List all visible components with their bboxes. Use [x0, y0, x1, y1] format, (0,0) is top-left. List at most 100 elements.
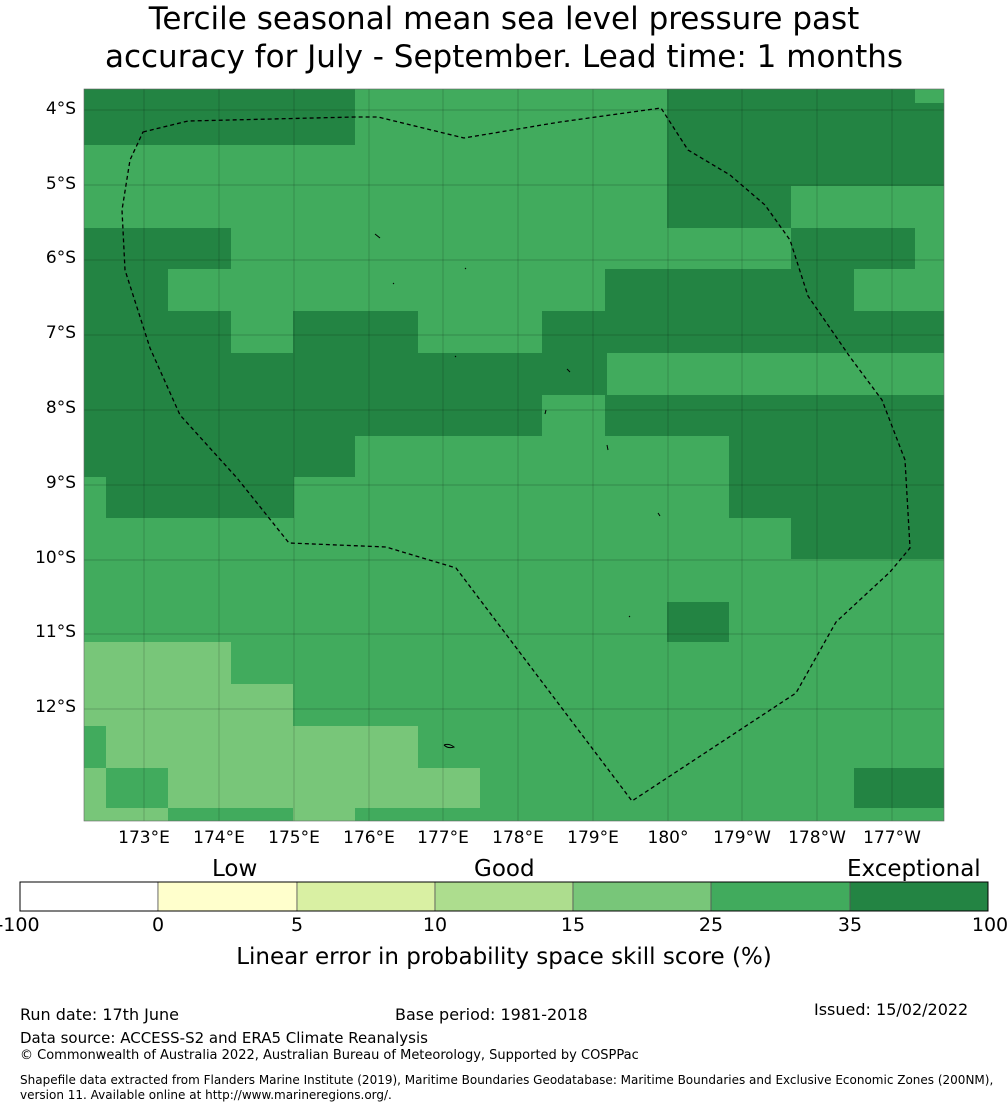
lon-label: 178°W	[788, 828, 846, 848]
lon-label: 173°E	[118, 828, 170, 848]
skill-cell	[667, 103, 944, 186]
skill-cell	[915, 228, 944, 269]
skill-cell	[84, 395, 542, 436]
skill-cell	[84, 311, 231, 353]
skill-cell	[106, 726, 418, 768]
skill-cell	[106, 477, 294, 518]
lat-label: 8°S	[45, 398, 76, 418]
data-source: Data source: ACCESS-S2 and ERA5 Climate …	[20, 1029, 428, 1047]
category-good: Good	[474, 856, 535, 882]
lon-label: 176°E	[343, 828, 395, 848]
colorbar-tick: -100	[0, 914, 40, 936]
island	[374, 233, 381, 239]
lat-label: 10°S	[35, 548, 76, 568]
lat-label: 9°S	[45, 473, 76, 493]
colorbar-tick: 10	[422, 914, 448, 936]
shapefile-credit: Shapefile data extracted from Flanders M…	[20, 1073, 994, 1102]
skill-cell	[791, 186, 944, 228]
skill-cell	[84, 808, 168, 821]
lat-label: 4°S	[45, 99, 76, 119]
title-line-2: accuracy for July - September. Lead time…	[104, 39, 904, 75]
lon-label: 177°W	[863, 828, 921, 848]
lat-label: 6°S	[45, 248, 76, 268]
skill-cell	[84, 103, 355, 145]
lon-label: 178°E	[492, 828, 544, 848]
skill-cell	[293, 311, 418, 353]
island	[566, 368, 571, 373]
lon-label: 174°E	[193, 828, 245, 848]
colorbar-segment	[434, 881, 574, 912]
colorbar-segment	[19, 881, 159, 912]
lat-label: 5°S	[45, 174, 76, 194]
lat-label: 11°S	[35, 622, 76, 642]
skill-cell	[729, 477, 944, 518]
copyright: © Commonwealth of Australia 2022, Austra…	[20, 1048, 639, 1063]
colorbar-segment	[710, 881, 851, 912]
skill-cell	[542, 311, 944, 353]
skill-cell	[106, 768, 168, 808]
skill-cell	[84, 436, 355, 477]
issued-date: Issued: 15/02/2022	[814, 1000, 969, 1019]
colorbar-tick: 25	[698, 914, 724, 936]
skill-cell	[84, 353, 607, 395]
skill-cell	[84, 684, 293, 726]
eez-boundary	[121, 107, 911, 802]
colorbar-segment	[849, 881, 989, 912]
island	[606, 444, 609, 451]
skill-cell	[168, 768, 480, 808]
colorbar-segment	[296, 881, 436, 912]
skill-cell	[293, 808, 355, 821]
islands	[374, 233, 661, 749]
skill-cell	[729, 436, 944, 477]
skill-cell	[667, 186, 791, 228]
island	[454, 355, 457, 358]
lon-label: 179°W	[713, 828, 771, 848]
island	[464, 267, 467, 270]
skill-cell	[84, 768, 106, 808]
skill-cell	[84, 642, 231, 684]
skill-cell	[854, 269, 944, 311]
skill-cell	[667, 602, 729, 642]
lon-label: 175°E	[268, 828, 320, 848]
colorbar	[19, 881, 989, 912]
skill-cell	[791, 228, 915, 269]
lat-label: 12°S	[35, 697, 76, 717]
lat-label: 7°S	[45, 323, 76, 343]
base-period: Base period: 1981-2018	[395, 1005, 588, 1024]
lon-label: 179°E	[567, 828, 619, 848]
title-line-1: Tercile seasonal mean sea level pressure…	[148, 1, 860, 37]
skill-cell	[355, 89, 418, 103]
island	[657, 512, 661, 517]
skill-cell	[84, 269, 168, 311]
map-gridlines	[84, 89, 944, 821]
colorbar-segment	[572, 881, 712, 912]
category-low: Low	[212, 856, 258, 882]
island	[628, 615, 631, 618]
colorbar-tick: 0	[151, 914, 165, 936]
colorbar-tick: 5	[290, 914, 304, 936]
lon-label: 180°	[647, 828, 689, 848]
island	[443, 743, 456, 749]
skill-cell	[791, 518, 944, 559]
colorbar-label: Linear error in probability space skill …	[236, 944, 772, 970]
colorbar-tick: 15	[560, 914, 586, 936]
map-title: Tercile seasonal mean sea level pressure…	[0, 0, 1008, 76]
colorbar-tick: 100	[971, 914, 1008, 936]
skill-cell	[667, 89, 915, 103]
skill-cell	[605, 269, 854, 311]
colorbar-frame	[19, 881, 989, 912]
colorbar-tick: 35	[837, 914, 863, 936]
skill-grid	[84, 89, 944, 821]
island	[544, 409, 547, 415]
colorbar-segment	[157, 881, 298, 912]
skill-cell	[84, 228, 231, 269]
island	[392, 282, 395, 285]
skill-cell	[915, 89, 944, 103]
skill-cell	[854, 768, 944, 808]
map-frame	[83, 88, 945, 822]
lon-label: 177°E	[417, 828, 469, 848]
skill-cell	[84, 89, 418, 103]
skill-cell	[605, 395, 944, 436]
run-date: Run date: 17th June	[20, 1005, 180, 1024]
